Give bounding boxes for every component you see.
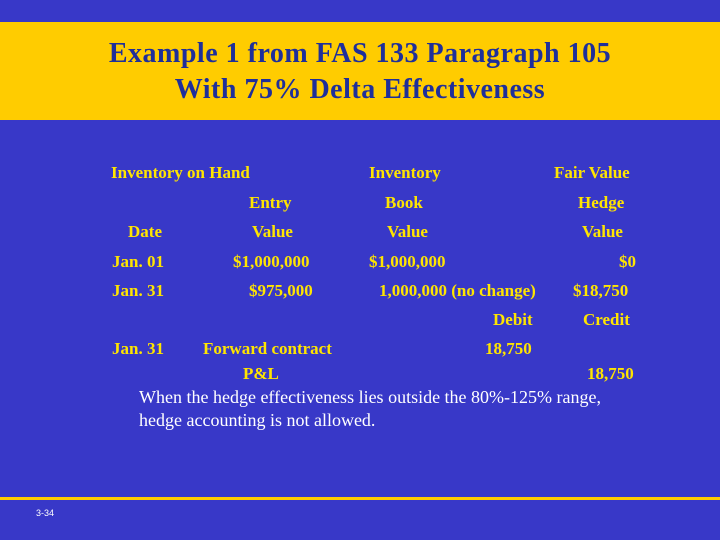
header-book: Book bbox=[385, 193, 423, 212]
row-hedge-value: $0 bbox=[619, 252, 636, 271]
slide-title-line-2: With 75% Delta Effectiveness bbox=[174, 74, 546, 105]
header-inventory-on-hand: Inventory on Hand bbox=[111, 163, 250, 182]
journal-debit-label: Debit bbox=[493, 310, 533, 329]
header-hedge: Hedge bbox=[578, 193, 625, 212]
row-date: Jan. 01 bbox=[112, 252, 164, 271]
journal-credit-amount: 18,750 bbox=[587, 364, 634, 383]
header-hedge-value: Value bbox=[582, 222, 623, 241]
slide-number: 3-34 bbox=[36, 508, 55, 518]
slide-title-line-1: Example 1 from FAS 133 Paragraph 105 bbox=[108, 38, 612, 69]
note-line-2: hedge accounting is not allowed. bbox=[139, 410, 376, 430]
header-book-value: Value bbox=[387, 222, 428, 241]
journal-account-forward-contract: Forward contract bbox=[203, 339, 332, 358]
row-book-value: $1,000,000 bbox=[369, 252, 446, 271]
journal-account-pl: P&L bbox=[243, 364, 279, 383]
row-entry-value: $975,000 bbox=[249, 281, 313, 300]
header-inventory: Inventory bbox=[369, 163, 441, 182]
row-book-value: 1,000,000 (no change) bbox=[379, 281, 536, 300]
title-band bbox=[0, 22, 720, 120]
row-entry-value: $1,000,000 bbox=[233, 252, 310, 271]
header-entry-value: Value bbox=[252, 222, 293, 241]
row-date: Jan. 31 bbox=[112, 281, 164, 300]
footer-divider bbox=[0, 497, 720, 500]
journal-debit-amount: 18,750 bbox=[485, 339, 532, 358]
row-hedge-value: $18,750 bbox=[573, 281, 629, 300]
journal-date: Jan. 31 bbox=[112, 339, 164, 358]
note-line-1: When the hedge effectiveness lies outsid… bbox=[139, 387, 602, 407]
header-fair-value: Fair Value bbox=[554, 163, 630, 182]
header-entry: Entry bbox=[249, 193, 292, 212]
journal-credit-label: Credit bbox=[583, 310, 630, 329]
header-date: Date bbox=[128, 222, 162, 241]
